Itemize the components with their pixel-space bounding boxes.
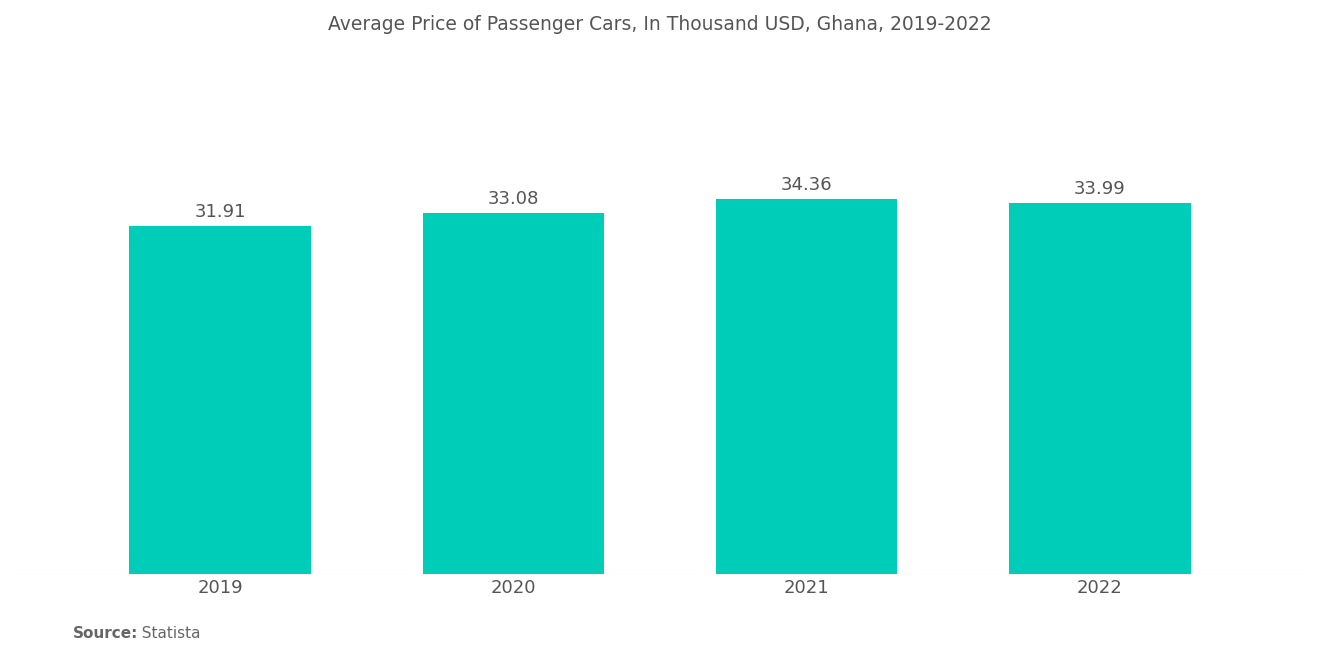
Text: 33.99: 33.99: [1074, 180, 1126, 198]
Text: Statista: Statista: [132, 626, 201, 642]
Bar: [422, 213, 605, 574]
Text: 31.91: 31.91: [194, 203, 246, 221]
Bar: [129, 225, 312, 574]
Text: 34.36: 34.36: [780, 176, 833, 194]
Text: 33.08: 33.08: [487, 190, 539, 208]
Text: Source:: Source:: [73, 626, 139, 642]
Title: Average Price of Passenger Cars, In Thousand USD, Ghana, 2019-2022: Average Price of Passenger Cars, In Thou…: [329, 15, 991, 34]
Bar: [1008, 203, 1191, 574]
Bar: [715, 199, 898, 574]
